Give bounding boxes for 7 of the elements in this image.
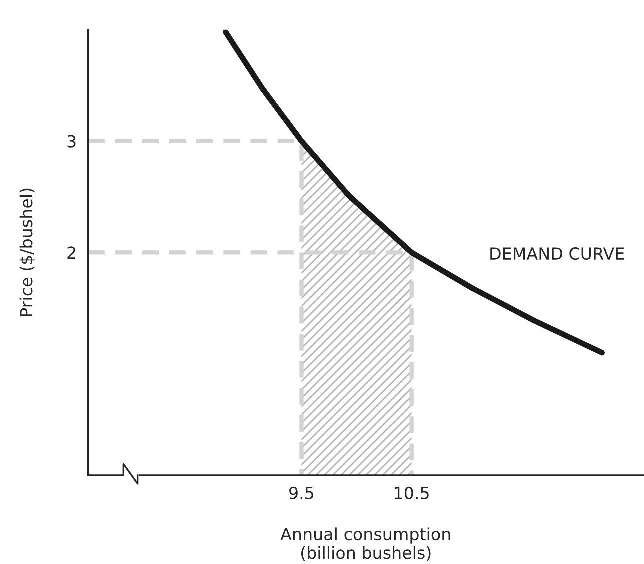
y-tick-label: 2 (68, 246, 76, 260)
x-tick-label: 9.5 (290, 486, 314, 500)
y-tick-label: 3 (68, 135, 76, 148)
x-tick-label: 10.5 (395, 486, 429, 500)
y-axis-title: Price ($/bushel) (20, 188, 35, 316)
annotation: DEMAND CURVE (490, 247, 624, 260)
x-axis-title: Annual consumption (billion bushels) (280, 528, 450, 562)
